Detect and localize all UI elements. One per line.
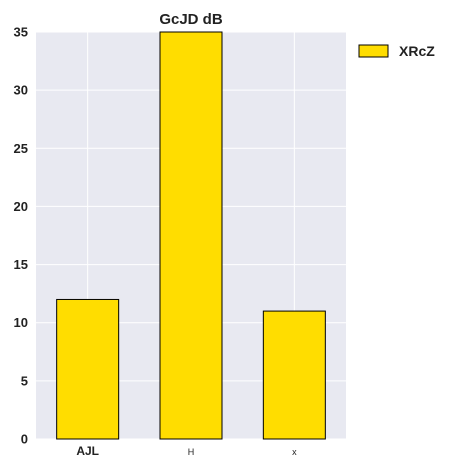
y-tick-label: 10 — [14, 315, 28, 330]
y-tick-label: 25 — [14, 141, 28, 156]
y-tick-label: 5 — [21, 373, 28, 388]
y-tick-label: 30 — [14, 83, 28, 98]
legend-label: XRcZ — [399, 43, 435, 59]
legend-swatch — [358, 44, 389, 58]
bar-ajl — [56, 298, 120, 440]
x-tick-label: AJL — [76, 444, 99, 458]
bar-h — [159, 31, 223, 440]
y-tick-label: 35 — [14, 25, 28, 40]
y-tick-label: 15 — [14, 257, 28, 272]
x-tick-label: x — [292, 447, 297, 457]
bars — [56, 31, 326, 440]
y-tick-label: 0 — [21, 432, 28, 447]
bar-x — [262, 310, 326, 440]
legend: XRcZ — [358, 43, 435, 59]
y-tick-label: 20 — [14, 199, 28, 214]
chart-title: GcJD dB — [159, 11, 223, 28]
x-tick-label: H — [188, 447, 195, 457]
y-axis-ticks: 0 5 10 15 20 25 30 35 — [14, 25, 28, 447]
